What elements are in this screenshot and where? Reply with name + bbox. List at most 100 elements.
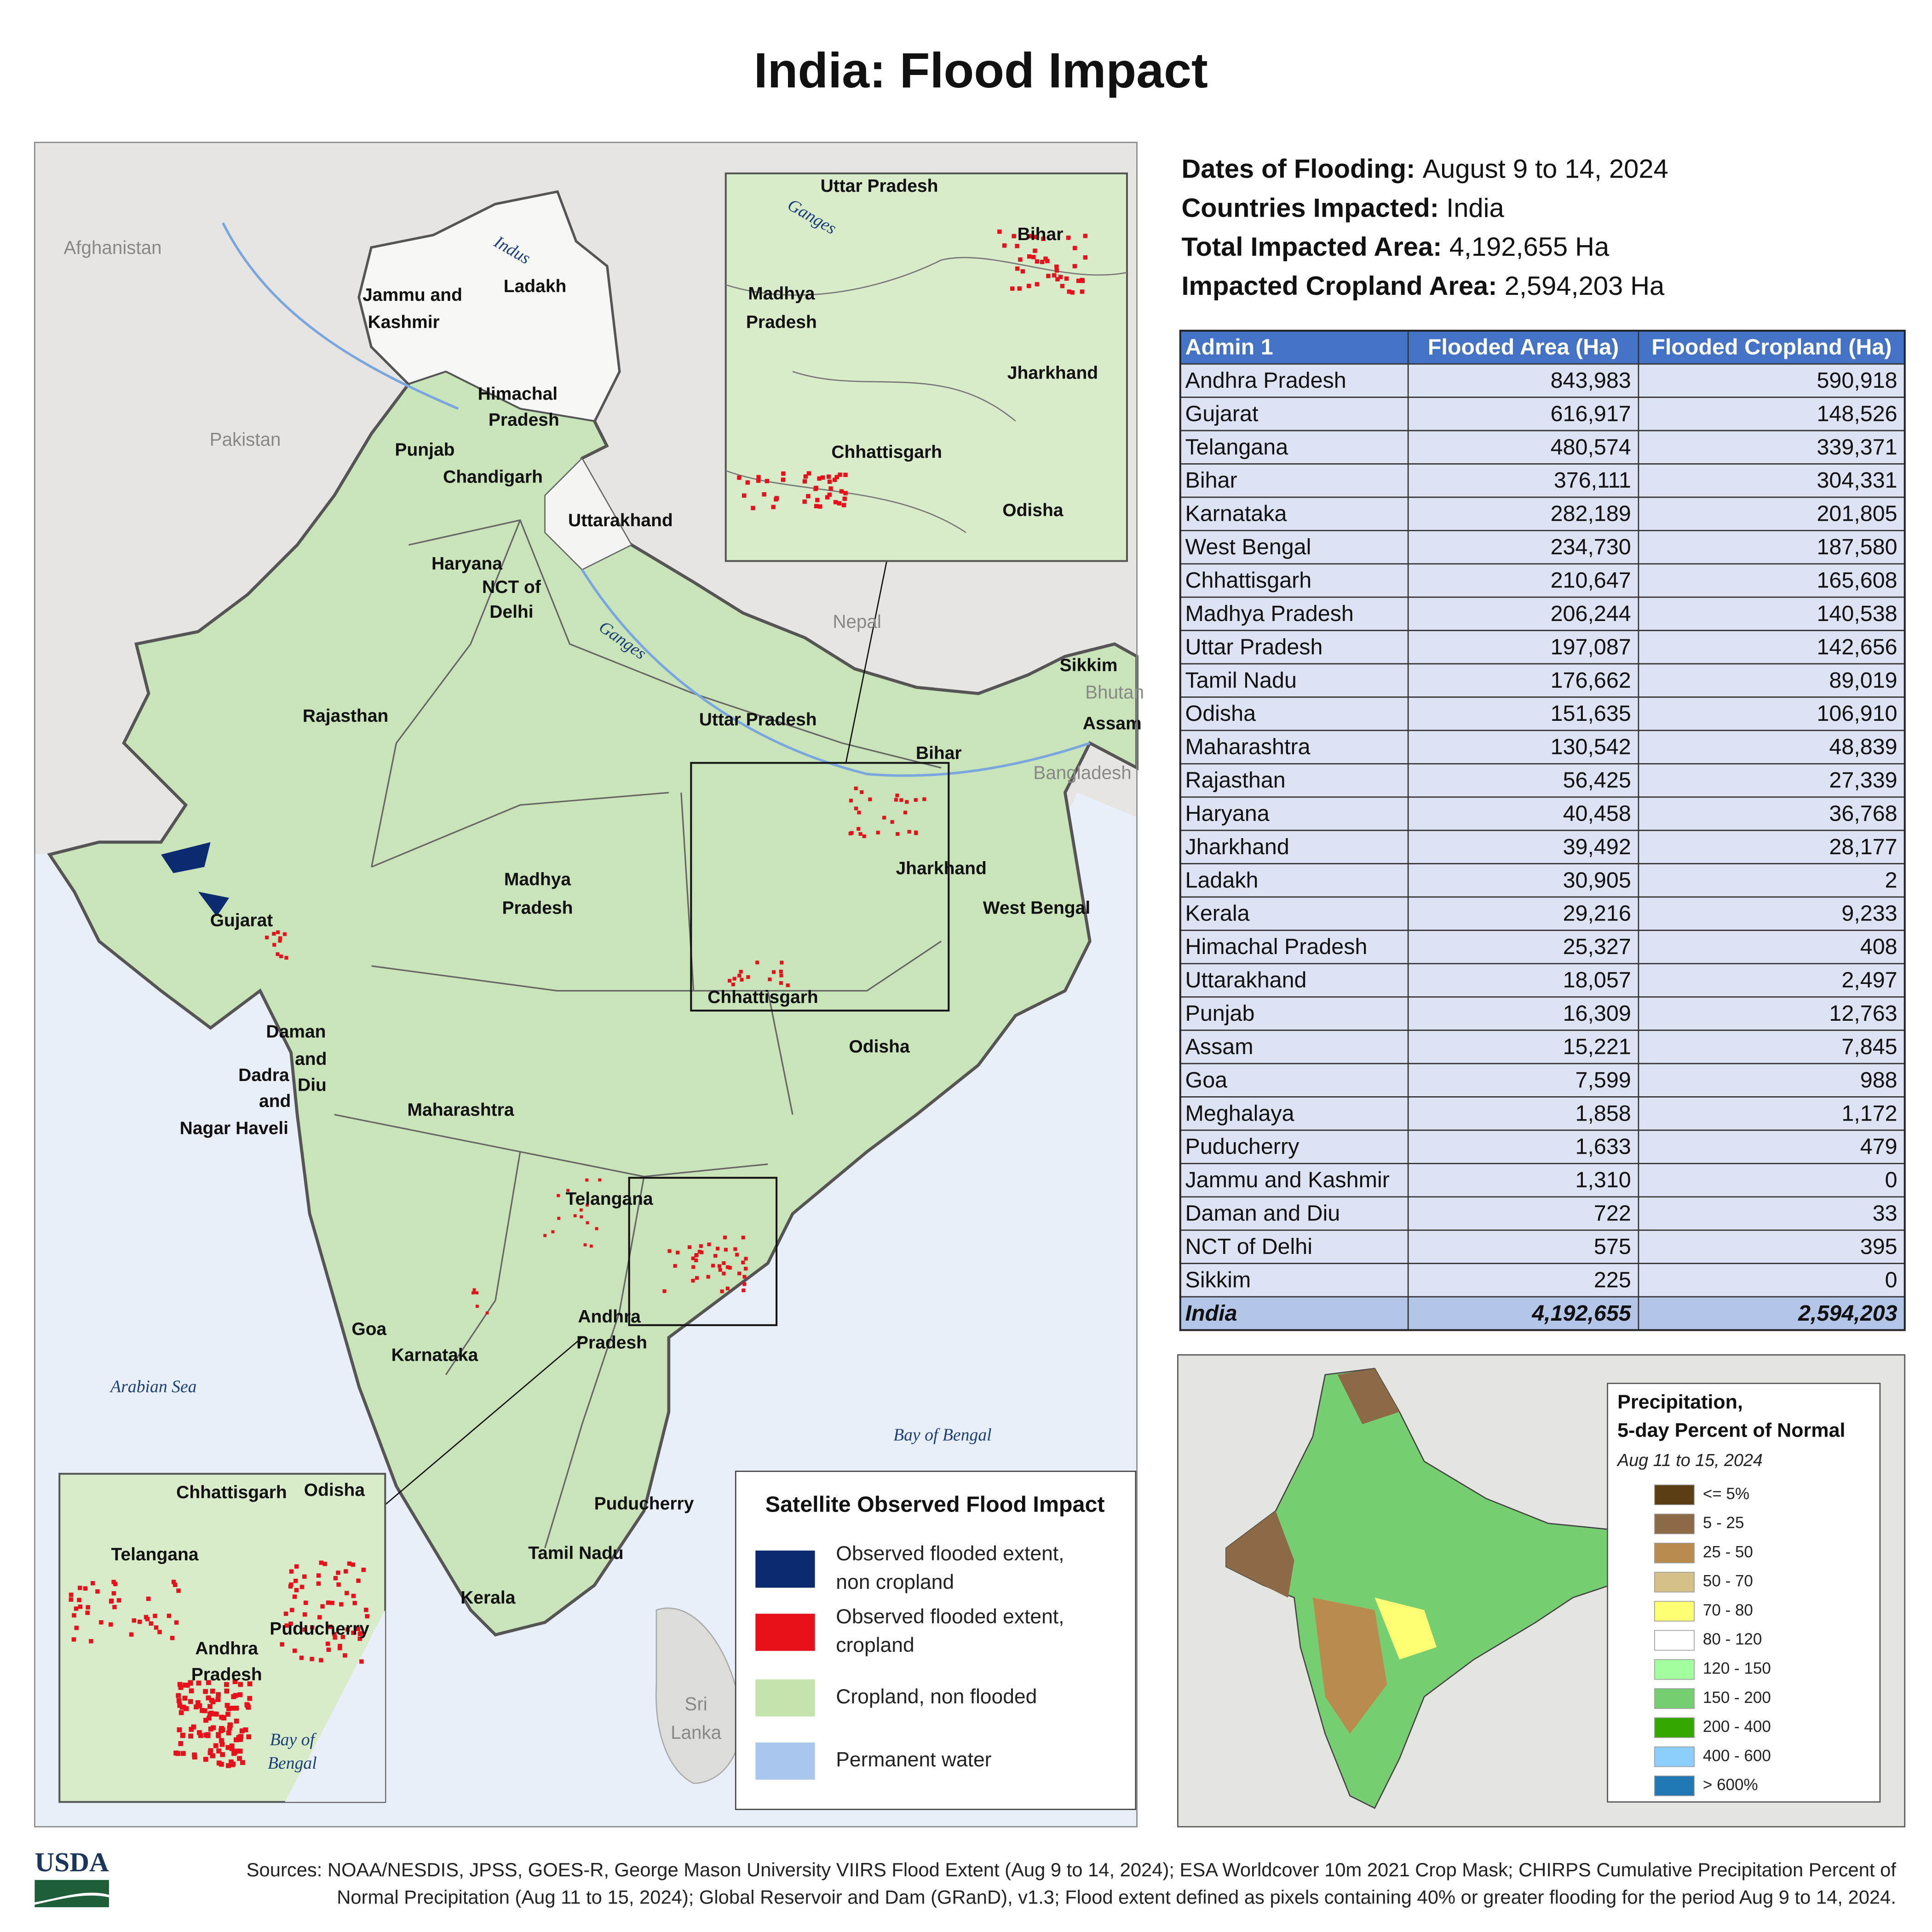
flood-spot xyxy=(860,790,864,794)
table-cell: 142,656 xyxy=(1817,634,1897,659)
flood-spot xyxy=(208,1710,214,1716)
table-cell: 234,730 xyxy=(1551,535,1631,559)
table-cell: 590,918 xyxy=(1817,368,1897,393)
flood-spot xyxy=(247,1681,253,1686)
table-row xyxy=(1179,1263,1906,1298)
summary: Dates of Flooding: August 9 to 14, 2024 Co… xyxy=(1181,155,1668,301)
flood-spot xyxy=(207,1704,213,1709)
state-label: Nagar Haveli xyxy=(180,1119,288,1138)
precip-swatch xyxy=(1654,1513,1695,1535)
table-cell: 12,763 xyxy=(1829,1001,1897,1026)
table-row xyxy=(1179,796,1906,831)
flood-spot xyxy=(814,485,818,490)
flood-spot xyxy=(149,1621,153,1626)
flood-spot xyxy=(858,832,862,836)
table-cell: Andhra Pradesh xyxy=(1185,368,1346,393)
flood-spot xyxy=(857,827,861,831)
inset-north xyxy=(724,172,1128,562)
flood-spot xyxy=(177,1703,183,1708)
flood-spot xyxy=(138,1619,142,1624)
flood-spot xyxy=(882,816,886,820)
precip-swatch xyxy=(1654,1775,1695,1796)
flood-spot xyxy=(228,1723,233,1728)
flood-spot xyxy=(781,477,786,482)
flood-spot xyxy=(211,1725,216,1731)
flood-spot xyxy=(586,1203,589,1207)
flood-spot xyxy=(779,981,783,985)
precip-india xyxy=(1225,1368,1611,1809)
table-cell: Uttar Pradesh xyxy=(1185,634,1323,659)
precip-swatch xyxy=(1654,1746,1695,1767)
precip-label: 70 - 80 xyxy=(1703,1601,1753,1619)
state-label: Andhra xyxy=(578,1307,641,1327)
table-row xyxy=(1179,896,1906,931)
precip-swatch xyxy=(1654,1601,1695,1622)
main-map: Afghanistan Pakistan Nepal Bhutan Bangladesh… xyxy=(34,142,1144,1828)
flood-spot xyxy=(722,1261,726,1265)
flood-spot xyxy=(109,1599,114,1604)
flood-spot xyxy=(347,1561,352,1566)
flood-spot xyxy=(216,1748,221,1754)
flood-spot xyxy=(543,1234,547,1237)
flood-spot xyxy=(132,1618,137,1623)
table-cell: 7,599 xyxy=(1576,1068,1631,1092)
flood-spot xyxy=(557,1194,560,1197)
table-cell: Himachal Pradesh xyxy=(1185,934,1368,959)
table-cell: 151,635 xyxy=(1551,701,1631,726)
table-cell: 30,905 xyxy=(1563,868,1631,892)
flood-spot xyxy=(1080,289,1085,294)
table-cell: 1,858 xyxy=(1576,1101,1631,1126)
flood-spot xyxy=(722,1271,726,1276)
flood-spot xyxy=(694,1258,698,1262)
table-cell: Puducherry xyxy=(1185,1134,1300,1159)
flood-spot xyxy=(170,1636,175,1640)
country-label: Sri xyxy=(684,1693,707,1714)
summary-value: India xyxy=(1446,194,1504,223)
flood-spot xyxy=(781,471,786,476)
flood-spot xyxy=(288,1622,293,1626)
table-border xyxy=(1179,329,1906,1331)
flood-spot xyxy=(1052,273,1057,278)
table-header: Flooded Area (Ha) xyxy=(1428,335,1619,360)
flood-spot xyxy=(180,1733,185,1738)
flood-spot xyxy=(742,493,747,498)
table-cell: 187,580 xyxy=(1817,535,1897,559)
flood-spot xyxy=(1031,255,1036,259)
precip-patch xyxy=(1226,1511,1294,1598)
state-label: Odisha xyxy=(1002,500,1064,520)
flood-spot xyxy=(838,472,842,477)
flood-spot xyxy=(219,1714,224,1720)
flood-spot xyxy=(1015,244,1019,248)
flood-spot xyxy=(85,1610,90,1615)
table-row xyxy=(1179,1296,1906,1331)
flood-spot xyxy=(1083,234,1088,238)
table-cell: 197,087 xyxy=(1551,634,1631,659)
flood-spot xyxy=(802,499,807,504)
flood-spot xyxy=(583,1243,587,1247)
flood-spot xyxy=(896,832,900,836)
flood-spot xyxy=(167,1613,172,1618)
table-cell: 206,244 xyxy=(1551,601,1631,626)
flood-spot xyxy=(243,1727,248,1732)
table-cell: 27,339 xyxy=(1829,768,1897,793)
summary-line: Dates of Flooding: August 9 to 14, 2024 xyxy=(1181,155,1668,184)
flood-spot xyxy=(843,472,848,477)
flood-spot xyxy=(694,1254,698,1258)
flood-spot xyxy=(345,1627,350,1632)
flood-spot xyxy=(230,1706,236,1711)
table-cell: 2,594,203 xyxy=(1798,1301,1898,1326)
precip-swatch xyxy=(1654,1484,1695,1505)
sources: Normal Precipitation (Aug 11 to 15, 2024… xyxy=(337,1886,1896,1908)
flood-spot xyxy=(237,1748,243,1754)
table-cell: 29,216 xyxy=(1563,901,1631,926)
flood-spot xyxy=(178,1710,184,1715)
flood-spot xyxy=(194,1704,199,1710)
flood-spot xyxy=(203,1732,209,1738)
table-header: Admin 1 xyxy=(1185,335,1273,360)
flood-spot xyxy=(176,1588,181,1593)
flood-spot xyxy=(1054,264,1059,269)
inset-north-marker xyxy=(690,762,950,1012)
flood-spot xyxy=(72,1613,76,1618)
state-label: Uttarakhand xyxy=(568,511,673,530)
state-label: Gujarat xyxy=(210,910,273,930)
